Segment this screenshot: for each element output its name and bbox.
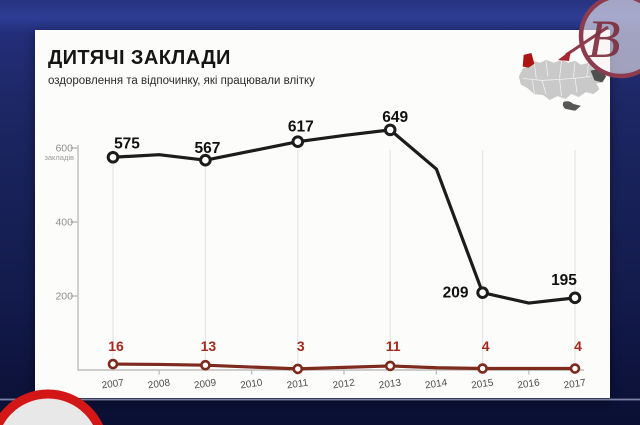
chart-title: ДИТЯЧІ ЗАКЛАДИ: [48, 47, 231, 69]
chart-subtitle: оздоровлення та відпочинку, які працювал…: [48, 75, 315, 87]
corner-logo-ring: [0, 389, 104, 425]
bottom-separator-line: [0, 398, 640, 401]
corner-logo: [0, 389, 104, 425]
y-axis-unit-label: закладів: [44, 153, 74, 162]
